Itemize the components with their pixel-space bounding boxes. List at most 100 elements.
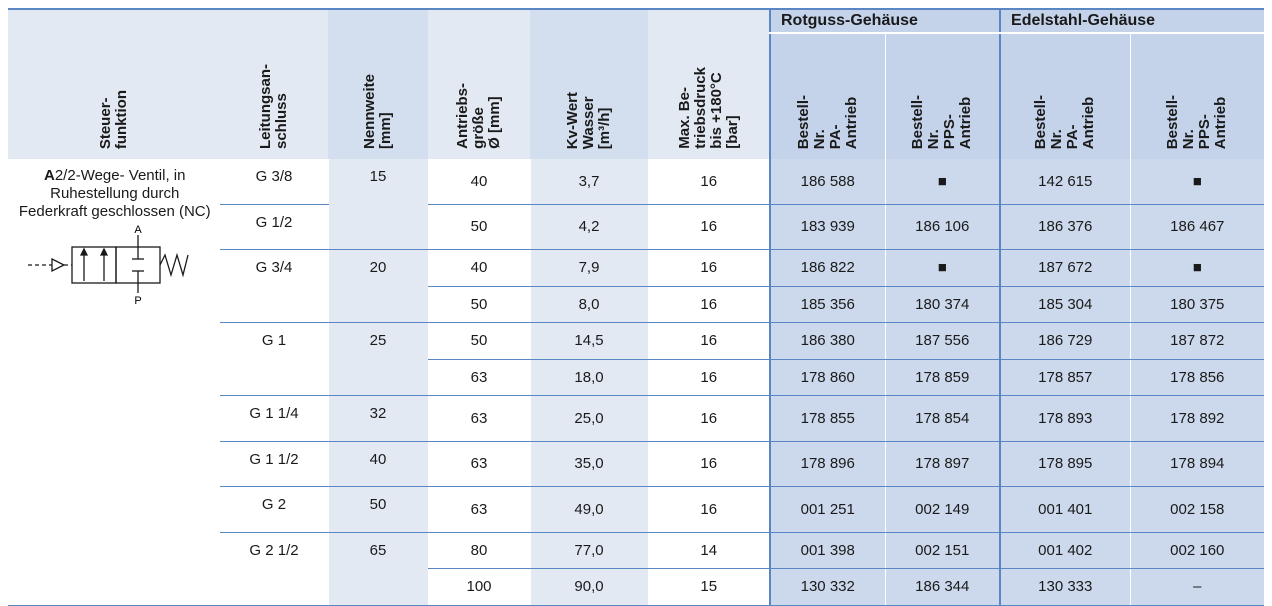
value-cell: 178 895 [999, 441, 1131, 487]
value-cell: 63 [427, 486, 530, 533]
value-cell: 178 896 [769, 441, 885, 487]
value-cell: 63 [427, 395, 530, 442]
group-header: Edelstahl-Gehäuse [999, 9, 1265, 34]
header-text: Nennweite [mm] [361, 73, 394, 149]
anschluss-cell: G 3/8 [219, 159, 328, 205]
value-cell: 001 251 [769, 486, 885, 533]
value-cell: 178 892 [1129, 395, 1265, 442]
header-row: Steuer- funktion Leitungsan- schluss Nennw… [8, 9, 1265, 159]
sub-header: Bestell- Nr. PA- Antrieb [999, 33, 1131, 159]
nennweite-cell: 25 [327, 322, 428, 396]
body-row: G 2 50 63 49,0 16 001 251 002 149 001 401 002 15… [8, 486, 1265, 533]
body-row: G 1 25 50 14,5 16 186 380 187 556 186 729 187 87… [8, 322, 1265, 396]
value-cell: 180 375 [1129, 286, 1265, 323]
value-cell: 16 [647, 322, 770, 360]
header-cell: Max. Be- triebsdruck bis +180°C [bar] [648, 9, 770, 159]
value-cell: 186 376 [999, 204, 1131, 250]
function-cell: A2/2-Wege- Ventil, in Ruhestellung durch… [8, 159, 220, 606]
sub-header: Bestell- Nr. PPS- Antrieb [1129, 33, 1265, 159]
sub-header: Bestell- Nr. PA- Antrieb [769, 33, 885, 159]
header-text: Max. Be- triebsdruck bis +180°C [bar] [675, 67, 741, 149]
value-cell: – [1129, 568, 1265, 606]
value-cell: 16 [647, 249, 770, 287]
nennweite-cell: 20 [327, 249, 428, 323]
value-cell: 14 [647, 532, 770, 569]
value-cell: 178 855 [769, 395, 885, 442]
value-cell: 63 [427, 359, 530, 396]
value-cell: ■ [884, 249, 1001, 287]
value-cell: 178 857 [999, 359, 1131, 396]
value-cell: 187 872 [1129, 322, 1265, 360]
value-cell: 180 374 [884, 286, 1001, 323]
value-cell: ■ [1129, 159, 1265, 205]
value-cell: 80 [427, 532, 530, 569]
port-label: A [134, 225, 142, 236]
value-cell: 50 [427, 204, 530, 250]
header-cell: Steuer- funktion [8, 9, 220, 159]
value-cell: 002 149 [884, 486, 1001, 533]
value-cell: 001 402 [999, 532, 1131, 569]
value-cell: 002 160 [1129, 532, 1265, 569]
value-cell: 178 859 [884, 359, 1001, 396]
anschluss-cell: G 1 1/2 [219, 441, 328, 487]
value-cell: 185 356 [769, 286, 885, 323]
value-cell: 187 672 [999, 249, 1131, 287]
value-cell: 18,0 [529, 359, 648, 396]
nennweite-cell: 65 [327, 532, 428, 606]
value-cell: 3,7 [529, 159, 648, 205]
value-cell: 63 [427, 441, 530, 487]
value-cell: 50 [427, 322, 530, 360]
table-wrap: Steuer- funktion Leitungsan- schluss Nennw… [8, 8, 1265, 606]
body-row: G 3/4 20 40 7,9 16 186 822 ■ 187 672 ■ [8, 249, 1265, 323]
value-cell: 25,0 [529, 395, 648, 442]
value-cell: 186 467 [1129, 204, 1265, 250]
anschluss-cell: G 1 [219, 322, 328, 396]
value-cell: 186 344 [884, 568, 1001, 606]
header-text: Antriebs- größe Ø [mm] [454, 83, 503, 149]
valve-table: Steuer- funktion Leitungsan- schluss Nennw… [8, 8, 1265, 606]
value-cell: 35,0 [529, 441, 648, 487]
header-cell: Nennweite [mm] [328, 9, 428, 159]
header-text: Bestell- Nr. PA- Antrieb [1032, 94, 1098, 149]
value-cell: 130 332 [769, 568, 885, 606]
header-text: Kv-Wert Wasser [m³/h] [564, 91, 613, 149]
value-cell: 183 939 [769, 204, 885, 250]
value-cell: 142 615 [999, 159, 1131, 205]
value-cell: 178 854 [884, 395, 1001, 442]
value-cell: 186 380 [769, 322, 885, 360]
value-cell: 001 401 [999, 486, 1131, 533]
anschluss-cell: G 2 [219, 486, 328, 533]
value-cell: 16 [647, 286, 770, 323]
header-text: Bestell- Nr. PPS- Antrieb [909, 94, 975, 149]
value-cell: 16 [647, 204, 770, 250]
value-cell: 178 897 [884, 441, 1001, 487]
value-cell: 49,0 [529, 486, 648, 533]
anschluss-cell: G 1/2 [219, 204, 328, 250]
nennweite-cell: 40 [327, 441, 428, 487]
value-cell: 77,0 [529, 532, 648, 569]
header-text: Bestell- Nr. PA- Antrieb [794, 94, 860, 149]
value-cell: 14,5 [529, 322, 648, 360]
port-label: P [134, 295, 141, 305]
body-row: G 1 1/2 40 63 35,0 16 178 896 178 897 178 895 17… [8, 441, 1265, 487]
value-cell: 178 893 [999, 395, 1131, 442]
value-cell: 186 729 [999, 322, 1131, 360]
body-row: 50 8,0 16 185 356 180 374 185 304 180 375 [8, 286, 1265, 323]
header-subrow: Bestell- Nr. PA- Antrieb Bestell- Nr. PPS… [8, 33, 1265, 159]
value-cell: 16 [647, 359, 770, 396]
header-text: Steuer- funktion [97, 89, 130, 149]
nennweite-cell: 50 [327, 486, 428, 533]
value-cell: 40 [427, 249, 530, 287]
value-cell: 90,0 [529, 568, 648, 606]
value-cell: 100 [427, 568, 530, 606]
value-cell: 002 158 [1129, 486, 1265, 533]
header-text: Leitungsan- schluss [257, 64, 290, 149]
value-cell: 187 556 [884, 322, 1001, 360]
function-text: A2/2-Wege- Ventil, in Ruhestellung durch… [16, 167, 214, 221]
value-cell: 001 398 [769, 532, 885, 569]
value-cell: 186 822 [769, 249, 885, 287]
function-letter: A [44, 167, 55, 184]
value-cell: 50 [427, 286, 530, 323]
header-text: Bestell- Nr. PPS- Antrieb [1164, 94, 1230, 149]
value-cell: ■ [884, 159, 1001, 205]
